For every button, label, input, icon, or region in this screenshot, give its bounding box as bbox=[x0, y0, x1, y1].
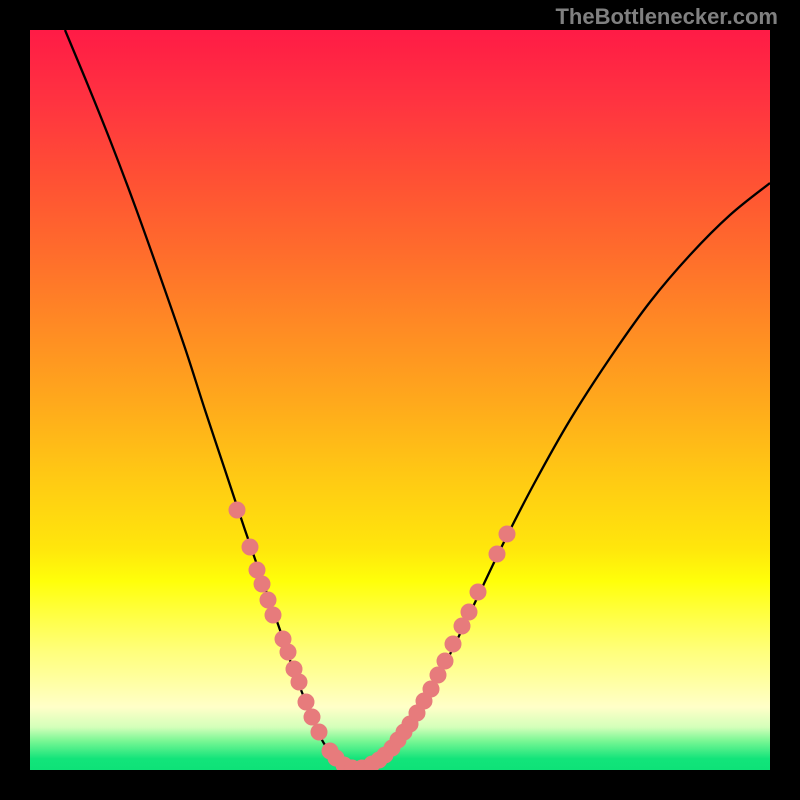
data-marker bbox=[437, 653, 453, 669]
data-marker bbox=[260, 592, 276, 608]
data-marker bbox=[265, 607, 281, 623]
data-marker bbox=[454, 618, 470, 634]
data-marker bbox=[423, 681, 439, 697]
data-marker bbox=[291, 674, 307, 690]
data-marker bbox=[489, 546, 505, 562]
data-marker bbox=[445, 636, 461, 652]
plot-area bbox=[30, 30, 770, 770]
data-marker bbox=[229, 502, 245, 518]
data-marker bbox=[470, 584, 486, 600]
data-marker bbox=[430, 667, 446, 683]
data-marker bbox=[298, 694, 314, 710]
data-marker bbox=[461, 604, 477, 620]
data-marker bbox=[280, 644, 296, 660]
data-marker bbox=[499, 526, 515, 542]
data-marker bbox=[242, 539, 258, 555]
watermark-text: TheBottlenecker.com bbox=[555, 4, 778, 30]
data-marker bbox=[254, 576, 270, 592]
data-marker bbox=[311, 724, 327, 740]
markers-layer bbox=[30, 30, 770, 770]
data-marker bbox=[304, 709, 320, 725]
